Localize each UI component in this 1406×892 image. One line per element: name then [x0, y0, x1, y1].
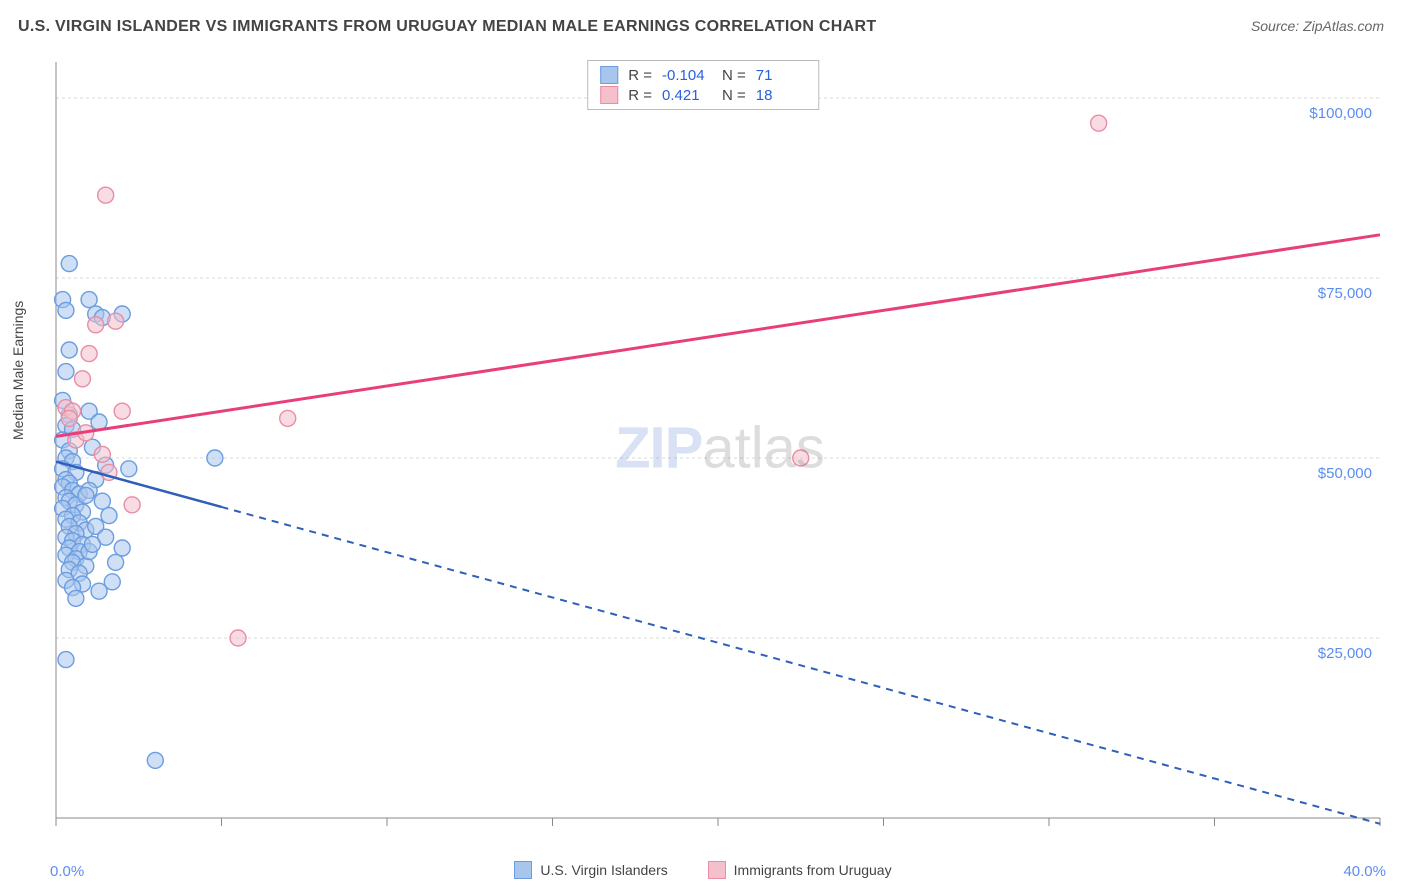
swatch-uruguay-icon — [708, 861, 726, 879]
swatch-uruguay-icon — [600, 86, 618, 104]
scatter-plot-svg: $25,000 $50,000 $75,000 $100,000 — [50, 58, 1390, 838]
chart-area: $25,000$50,000$75,000$100,000 ZIPatlas — [50, 58, 1390, 838]
legend-label-uruguay: Immigrants from Uruguay — [734, 862, 892, 878]
r-label: R = — [628, 87, 652, 104]
source-attribution: Source: ZipAtlas.com — [1251, 18, 1384, 34]
svg-text:$100,000: $100,000 — [1309, 105, 1372, 122]
n-label: N = — [722, 87, 746, 104]
r-label: R = — [628, 67, 652, 84]
swatch-usvi-icon — [600, 66, 618, 84]
legend-label-usvi: U.S. Virgin Islanders — [540, 862, 667, 878]
r-value-usvi: -0.104 — [662, 67, 712, 84]
n-value-uruguay: 18 — [756, 87, 806, 104]
correlation-legend-box: R = -0.104 N = 71 R = 0.421 N = 18 — [587, 60, 819, 110]
correlation-row-usvi: R = -0.104 N = 71 — [600, 65, 806, 85]
correlation-row-uruguay: R = 0.421 N = 18 — [600, 85, 806, 105]
swatch-usvi-icon — [514, 861, 532, 879]
svg-text:$50,000: $50,000 — [1318, 465, 1372, 482]
n-value-usvi: 71 — [756, 67, 806, 84]
chart-title: U.S. VIRGIN ISLANDER VS IMMIGRANTS FROM … — [18, 18, 876, 36]
svg-text:$75,000: $75,000 — [1318, 285, 1372, 302]
legend-item-uruguay: Immigrants from Uruguay — [708, 861, 892, 879]
n-label: N = — [722, 67, 746, 84]
svg-text:$25,000: $25,000 — [1318, 645, 1372, 662]
legend-item-usvi: U.S. Virgin Islanders — [514, 861, 667, 879]
y-axis-label: Median Male Earnings — [10, 301, 26, 440]
bottom-legend: U.S. Virgin Islanders Immigrants from Ur… — [0, 861, 1406, 882]
r-value-uruguay: 0.421 — [662, 87, 712, 104]
